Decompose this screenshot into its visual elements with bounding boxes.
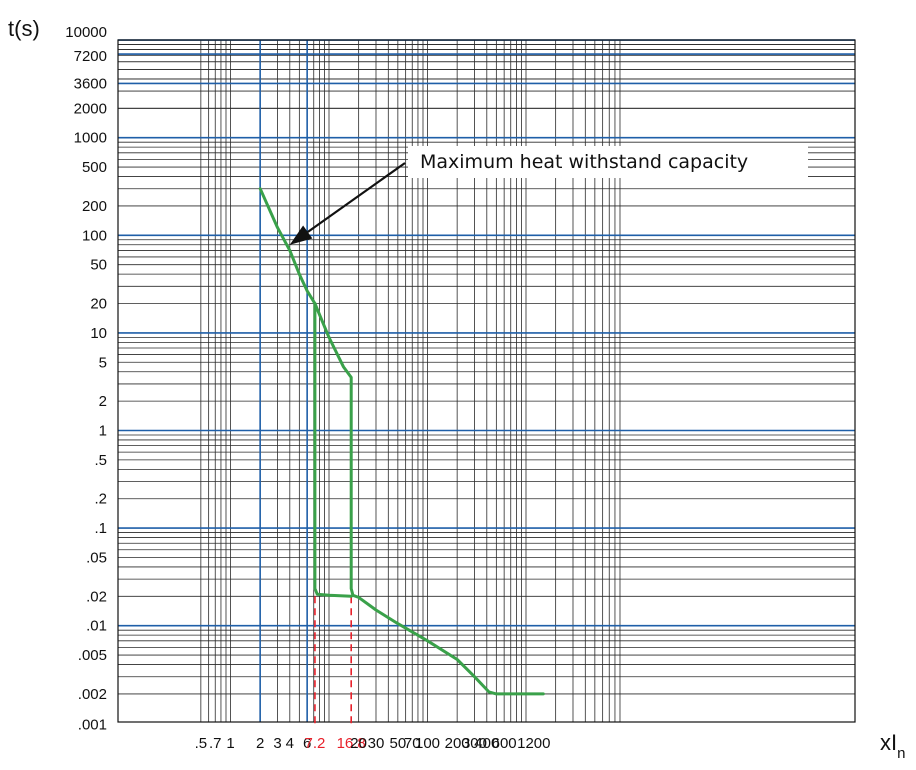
y-tick-label: .1 — [94, 520, 107, 537]
y-tick-label: 200 — [82, 198, 107, 215]
x-axis-label: xIn — [880, 730, 905, 762]
y-tick-label: 1 — [99, 423, 107, 440]
x-tick-label: 4 — [286, 735, 294, 752]
annotation-text: Maximum heat withstand capacity — [420, 151, 748, 173]
y-tick-label: .001 — [78, 716, 107, 733]
x-tick-label: 70 — [404, 735, 421, 752]
y-tick-label: 5 — [99, 354, 107, 371]
x-tick-label: 3 — [273, 735, 281, 752]
x-tick-label: .7 — [209, 735, 222, 752]
x-tick-label: 100 — [415, 735, 440, 752]
x-tick-label: .5 — [195, 735, 208, 752]
y-tick-label: .005 — [78, 647, 107, 664]
x-tick-label: 16.8 — [337, 735, 366, 752]
x-tick-label: 30 — [368, 735, 385, 752]
y-axis-label: t(s) — [8, 16, 40, 41]
reference-lines — [314, 592, 352, 724]
y-tick-label: .002 — [78, 686, 107, 703]
y-tick-label: 500 — [82, 159, 107, 176]
x-tick-label: 1 — [226, 735, 234, 752]
x-tick-label: 600 — [492, 735, 517, 752]
x-tick-label: 20 — [350, 735, 367, 752]
x-tick-label: 300 — [462, 735, 487, 752]
trip-curve-line — [313, 302, 353, 598]
y-tick-label: .2 — [94, 491, 107, 508]
y-tick-label: 7200 — [74, 48, 107, 65]
x-tick-label: 200 — [445, 735, 470, 752]
y-tick-label: .01 — [86, 618, 107, 635]
annotation-arrow-line — [307, 162, 406, 233]
x-axis-label-main: xI — [880, 730, 897, 755]
y-tick-label: 3600 — [74, 75, 107, 92]
plot-frame — [117, 39, 856, 723]
y-tick-label: 2 — [99, 393, 107, 410]
x-tick-label: 2 — [256, 735, 264, 752]
trip-curve-line — [258, 187, 545, 696]
annotation-background — [408, 146, 808, 178]
x-axis-label-subscript: n — [897, 745, 905, 762]
y-tick-labels: 10000 7200 3600 2000 1000 500 200 100 50 20 10 5 2 1.… — [65, 24, 107, 733]
x-tick-label: 7.2 — [305, 735, 326, 752]
y-tick-label: 20 — [90, 296, 107, 313]
y-tick-label: 10 — [90, 325, 107, 342]
y-tick-label: 1000 — [74, 130, 107, 147]
x-tick-label: 1200 — [517, 735, 550, 752]
y-tick-label: 2000 — [74, 100, 107, 117]
y-tick-label: .02 — [86, 588, 107, 605]
y-tick-label: 10000 — [65, 24, 107, 41]
x-tick-label: 6 — [303, 735, 311, 752]
grid-lines — [117, 39, 856, 723]
y-tick-label: 50 — [90, 257, 107, 274]
y-tick-label: 100 — [82, 227, 107, 244]
x-tick-label: 50 — [390, 735, 407, 752]
trip-curve — [258, 187, 545, 696]
annotation-group: Maximum heat withstand capacity — [289, 146, 808, 245]
x-tick-label: 400 — [474, 735, 499, 752]
y-tick-label: .5 — [94, 452, 107, 469]
y-tick-label: .05 — [86, 549, 107, 566]
annotation-arrow-head — [289, 225, 313, 245]
